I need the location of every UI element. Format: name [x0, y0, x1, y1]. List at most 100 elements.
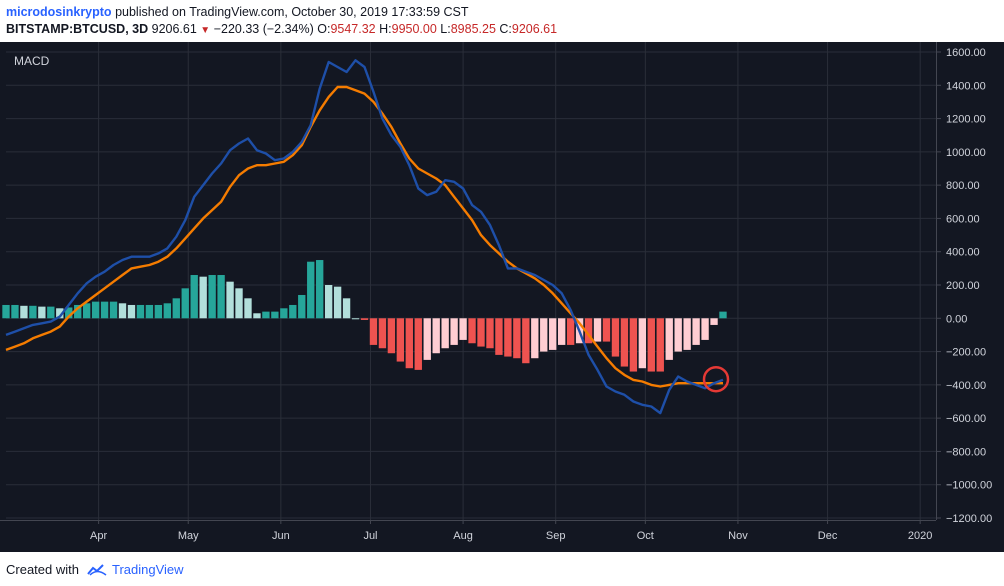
high-label: H:: [379, 22, 392, 36]
time-tick-label: Oct: [637, 530, 654, 542]
histogram-bar: [495, 318, 503, 355]
time-tick-label: Nov: [728, 530, 748, 542]
histogram-bar: [163, 303, 171, 319]
histogram-bar: [513, 318, 521, 359]
chart-header: microdosinkrypto published on TradingVie…: [0, 0, 1004, 42]
price-axis[interactable]: [936, 42, 1004, 552]
histogram-bar: [459, 318, 467, 340]
price-tick-label: 200.00: [946, 280, 980, 292]
histogram-bar: [172, 298, 180, 319]
histogram-bar: [450, 318, 458, 345]
histogram-bar: [387, 318, 396, 354]
histogram-bar: [316, 260, 324, 319]
histogram-bar: [414, 318, 422, 370]
histogram-bar: [647, 318, 655, 372]
price-tick-label: 600.00: [946, 213, 980, 225]
histogram-bar: [244, 298, 252, 319]
circle-annotation: [702, 365, 730, 393]
histogram-bar: [441, 318, 449, 349]
tradingview-brand-link[interactable]: TradingView: [112, 562, 184, 577]
histogram-bar: [629, 318, 638, 372]
histogram-bar: [82, 303, 91, 319]
histogram-bar: [584, 318, 593, 344]
histogram-bar: [611, 318, 620, 357]
signal-line: [5, 85, 723, 388]
price-tick-label: −1200.00: [946, 513, 992, 525]
symbol-label: BITSTAMP:BTCUSD, 3D: [6, 22, 149, 36]
time-tick-label: Sep: [546, 530, 566, 542]
histogram-bar: [217, 275, 225, 319]
histogram-bar: [710, 318, 718, 325]
low-value: 8985.25: [450, 22, 496, 36]
open-label: O:: [317, 22, 331, 36]
histogram-bar: [65, 307, 73, 319]
histogram-bar: [333, 286, 342, 319]
price-tick-label: 800.00: [946, 180, 980, 192]
histogram-bar: [486, 318, 494, 349]
histogram-bar: [620, 318, 629, 367]
close-label: C:: [499, 22, 512, 36]
histogram-bar: [656, 318, 664, 372]
histogram-bar: [405, 318, 413, 369]
time-axis[interactable]: [0, 520, 936, 552]
histogram-bar: [235, 288, 243, 319]
histogram-bar: [378, 318, 387, 349]
chart-area[interactable]: 1600.00 1400.00 1200.00 1000.00 800.00 600.00…: [0, 42, 1004, 552]
histogram-bar: [20, 305, 28, 319]
histogram-bar: [154, 304, 163, 319]
price-tick-label: −400.00: [946, 380, 986, 392]
macd-chart[interactable]: 1600.00 1400.00 1200.00 1000.00 800.00 600.00…: [0, 42, 1004, 552]
histogram-bar: [432, 318, 440, 354]
price-tick-label: 1200.00: [946, 114, 986, 126]
histogram-bar: [674, 318, 682, 352]
high-value: 9950.00: [391, 22, 437, 36]
histogram-bar: [145, 304, 154, 319]
histogram-bar: [307, 261, 315, 319]
price-change: −220.33 (−2.34%): [213, 22, 314, 36]
histogram-bar: [298, 294, 306, 319]
histogram-bar: [226, 281, 234, 319]
histogram-bar: [262, 311, 270, 319]
created-with-text: Created with: [6, 562, 79, 577]
histogram-bar: [56, 308, 64, 319]
histogram-bar: [199, 276, 207, 319]
price-tick-label: −1000.00: [946, 480, 992, 492]
histogram-bar: [719, 311, 727, 319]
histogram-bar: [253, 313, 261, 319]
histogram-bar: [208, 275, 216, 319]
down-arrow-icon: ▼: [200, 25, 211, 36]
price-tick-label: 1000.00: [946, 147, 986, 159]
time-tick-label: Apr: [90, 530, 107, 542]
histogram-bar: [100, 301, 109, 319]
ohlc-line: BITSTAMP:BTCUSD, 3D 9206.61 ▼ −220.33 (−…: [6, 22, 557, 36]
histogram-bar: [136, 304, 145, 319]
histogram-bar: [127, 304, 136, 319]
histogram-bars: [2, 260, 727, 372]
histogram-bar: [47, 306, 55, 319]
author-link[interactable]: microdosinkrypto: [6, 5, 112, 19]
histogram-bar: [602, 318, 611, 342]
histogram-bar: [665, 318, 673, 360]
publish-line: microdosinkrypto published on TradingVie…: [6, 5, 469, 19]
price-tick-label: −600.00: [946, 413, 986, 425]
histogram-bar: [289, 304, 297, 319]
histogram-bar: [468, 318, 476, 344]
histogram-bar: [369, 318, 378, 345]
close-value: 9206.61: [511, 22, 558, 36]
time-tick-label: 2020: [908, 530, 932, 542]
histogram-bar: [423, 318, 431, 360]
histogram-bar: [324, 285, 333, 319]
histogram-bar: [91, 301, 100, 319]
price-axis-ticks: 1600.00 1400.00 1200.00 1000.00 800.00 600.00…: [936, 47, 992, 525]
tradingview-logo-icon: [86, 564, 107, 576]
histogram-bar: [29, 305, 37, 319]
histogram-bar: [280, 308, 288, 319]
indicator-label: MACD: [14, 54, 50, 68]
histogram-bar: [181, 288, 189, 319]
histogram-bar: [549, 318, 557, 350]
time-tick-label: Dec: [818, 530, 838, 542]
histogram-bar: [38, 306, 46, 319]
histogram-bar: [396, 318, 405, 362]
published-text: published on TradingView.com, October 30…: [115, 5, 469, 19]
histogram-bar: [477, 318, 485, 347]
